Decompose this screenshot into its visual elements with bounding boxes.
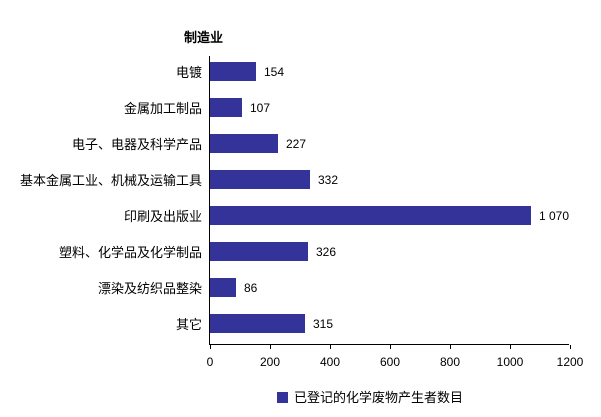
x-axis-tick [330,345,331,349]
bar [210,314,305,333]
bar-value-label: 1 070 [539,209,570,223]
plot-area: 154 107 227 332 1 070 326 86 315 0 200 400 600 800 10… [207,56,583,369]
x-axis-tick-label: 400 [319,355,341,369]
legend-label: 已登记的化学废物产生者数目 [294,390,464,405]
category-label: 漂染及纺织品整染 [97,281,202,296]
bar [210,62,256,81]
category-label: 电镀 [175,65,202,80]
bar [210,98,242,117]
bar-value-label: 227 [286,137,307,151]
legend-swatch-icon [277,392,288,403]
x-axis-tick [270,345,271,349]
bar [210,170,310,189]
x-axis-tick [450,345,451,349]
x-axis-tick [570,345,571,349]
x-axis-tick-label: 200 [259,355,281,369]
bar [210,206,531,225]
category-label: 金属加工制品 [123,101,202,116]
legend: 已登记的化学废物产生者数目 [277,390,463,405]
x-axis-tick-label: 800 [439,355,461,369]
bar-value-label: 332 [318,173,339,187]
x-axis-tick-label: 600 [379,355,401,369]
bar [210,242,308,261]
category-label: 电子、电器及科学产品 [71,137,202,152]
category-label: 基本金属工业、机械及运输工具 [19,173,202,188]
bar-value-label: 107 [250,101,271,115]
bar-value-label: 154 [264,65,285,79]
x-axis-tick [390,345,391,349]
bar [210,278,236,297]
category-label: 塑料、化学品及化学制品 [58,245,202,260]
x-axis-tick-label: 1000 [496,355,524,369]
bar-value-label: 315 [313,317,334,331]
bar-value-label: 86 [244,281,258,295]
category-label: 印刷及出版业 [123,209,202,224]
category-label: 其它 [175,317,202,332]
chart-title: 制造业 [184,30,224,45]
bar-value-label: 326 [316,245,337,259]
x-axis-tick [510,345,511,349]
x-axis-tick [210,345,211,349]
x-axis-tick-label: 0 [206,355,214,369]
bar [210,134,278,153]
x-axis-tick-label: 1200 [556,355,584,369]
